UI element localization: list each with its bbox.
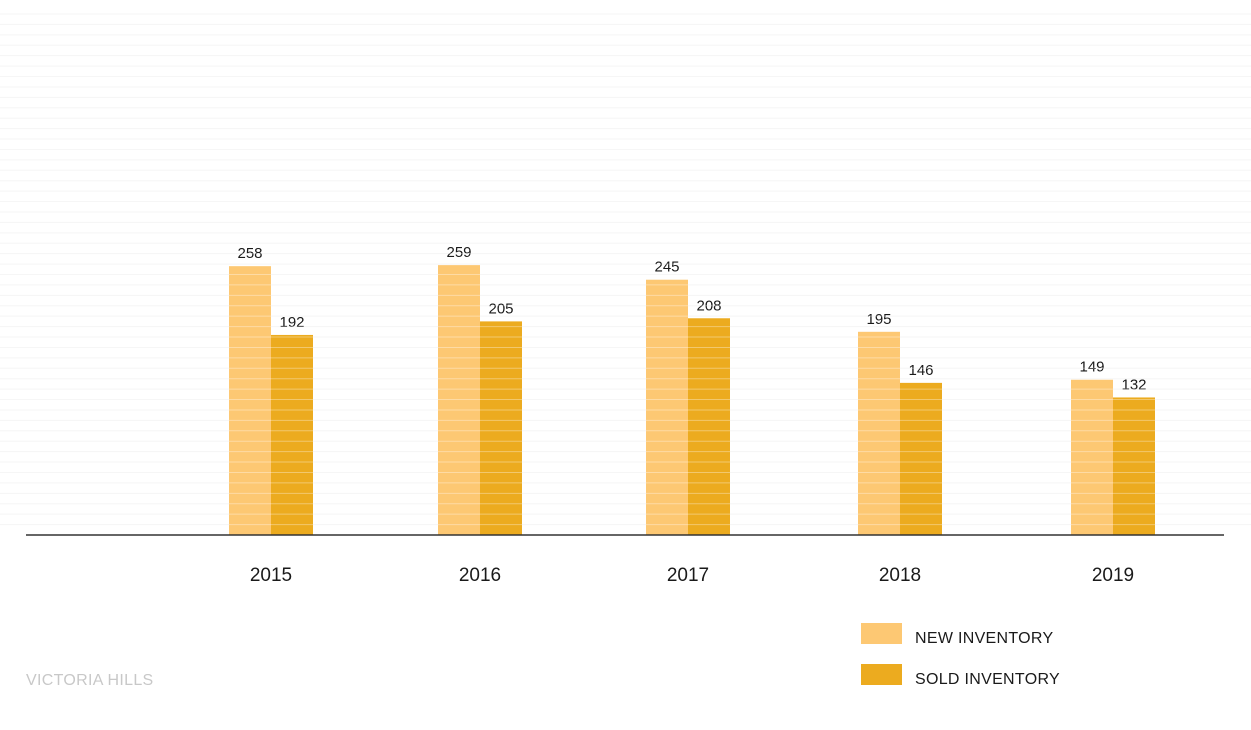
legend-swatch-new — [861, 623, 902, 644]
data-label-new-2015: 258 — [237, 245, 262, 262]
x-tick-labels: 2015 2016 2017 2018 2019 — [250, 565, 1134, 586]
bar-sold-2015 — [271, 334, 313, 535]
data-label-new-2016: 259 — [446, 244, 471, 261]
legend-swatch-sold — [861, 664, 902, 685]
x-tick-label-2017: 2017 — [667, 565, 709, 586]
data-label-sold-2018: 146 — [908, 362, 933, 379]
brand-label: VICTORIA HILLS — [26, 672, 154, 689]
bar-new-2017 — [646, 279, 688, 535]
x-tick-label-2015: 2015 — [250, 565, 292, 586]
data-label-new-2017: 245 — [654, 259, 679, 276]
legend-label-new: NEW INVENTORY — [915, 630, 1053, 647]
x-tick-label-2016: 2016 — [459, 565, 501, 586]
legend: NEW INVENTORY SOLD INVENTORY — [861, 623, 1060, 688]
bar-new-2016 — [438, 265, 480, 535]
data-label-sold-2016: 205 — [488, 300, 513, 317]
bars: 258 192 259 205 245 208 195 146 149 132 — [0, 13, 1251, 535]
bar-new-2018 — [858, 331, 900, 535]
gridlines — [0, 13, 1251, 526]
bar-sold-2019 — [1113, 397, 1155, 535]
bar-new-2015 — [229, 266, 271, 535]
data-label-sold-2017: 208 — [696, 297, 721, 314]
data-label-new-2018: 195 — [866, 311, 891, 328]
data-label-sold-2015: 192 — [279, 314, 304, 331]
bar-new-2019 — [1071, 379, 1113, 535]
bar-sold-2016 — [480, 321, 522, 535]
data-label-new-2019: 149 — [1079, 359, 1104, 376]
legend-label-sold: SOLD INVENTORY — [915, 671, 1060, 688]
x-tick-label-2018: 2018 — [879, 565, 921, 586]
data-label-sold-2019: 132 — [1121, 376, 1146, 393]
x-tick-label-2019: 2019 — [1092, 565, 1134, 586]
bar-sold-2018 — [900, 382, 942, 535]
bar-sold-2017 — [688, 318, 730, 535]
